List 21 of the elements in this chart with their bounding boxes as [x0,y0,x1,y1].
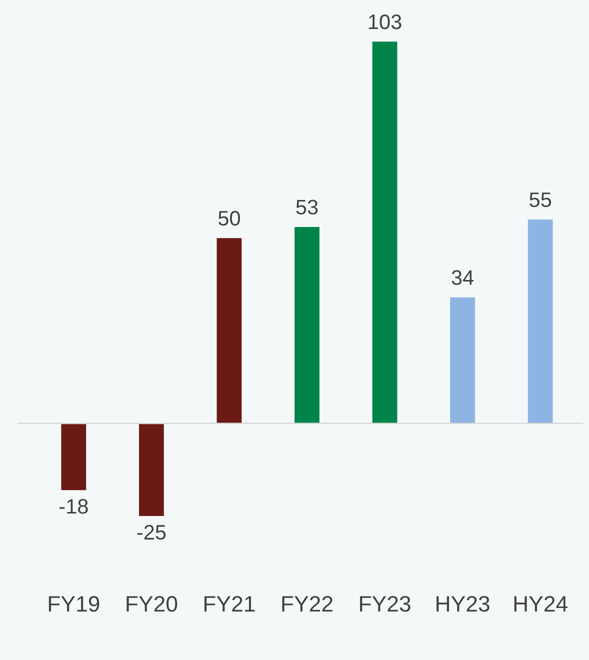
bar [139,423,164,516]
bar [216,238,242,424]
x-tick-label: FY19 [48,596,100,612]
data-label: 103 [368,14,402,30]
x-tick-label: HY23 [436,596,490,612]
data-label: 50 [218,210,240,226]
bar [372,42,398,424]
bar [294,226,320,424]
data-label: -25 [137,524,166,540]
data-label: 55 [530,192,552,208]
bar [450,297,475,424]
x-tick-label: FY21 [204,596,255,612]
bar [61,423,86,490]
data-label: -18 [60,498,88,514]
data-label: 34 [452,270,474,285]
x-tick-label: FY20 [126,596,178,612]
x-tick-label: FY23 [360,596,410,612]
data-label: 53 [296,200,318,215]
bar [528,220,553,424]
x-tick-label: HY24 [514,596,568,612]
x-tick-label: FY22 [282,596,332,612]
